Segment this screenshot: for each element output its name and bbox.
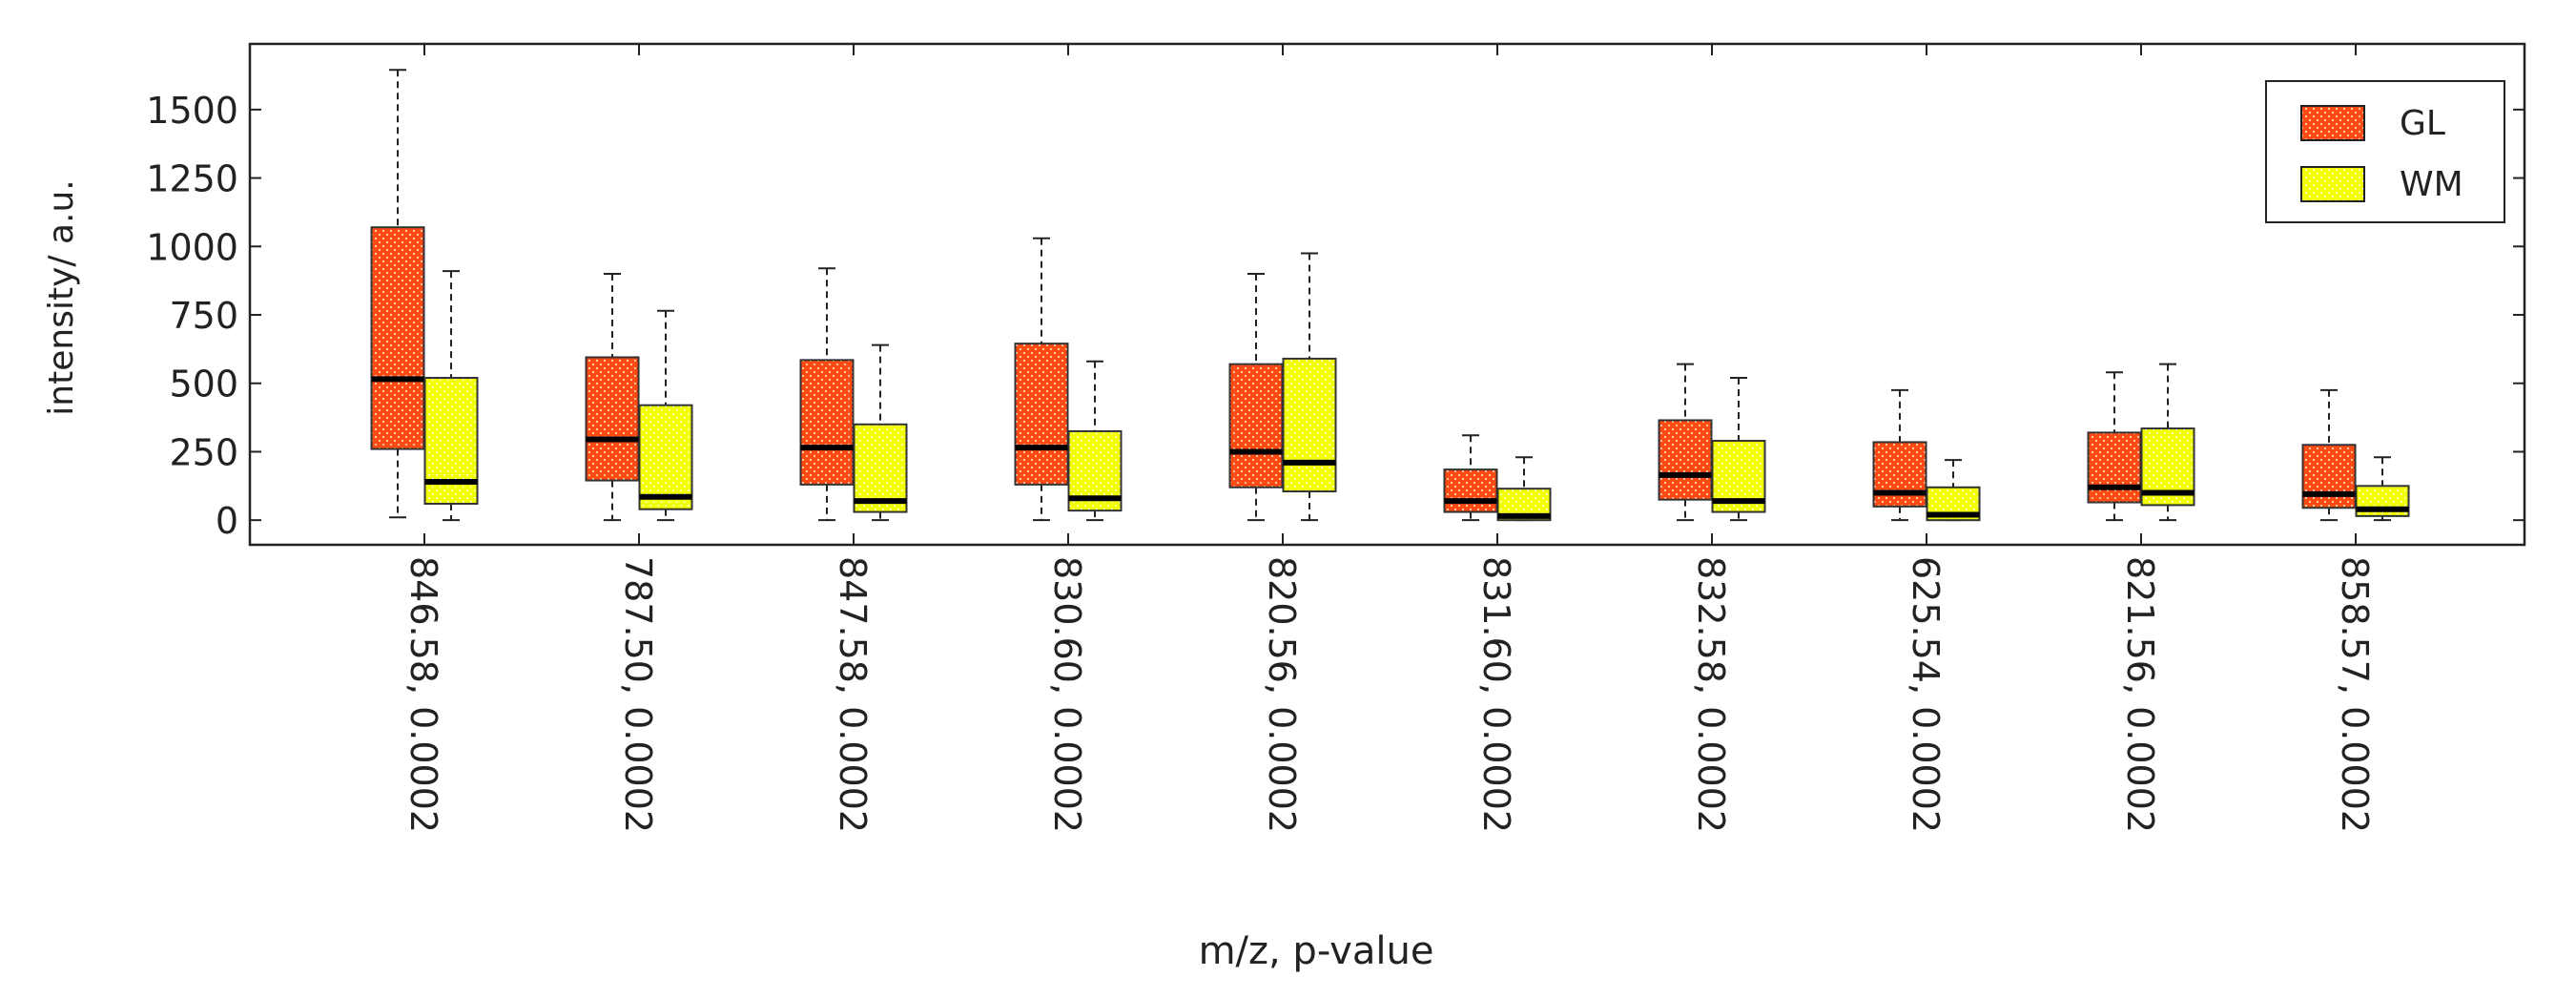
y-tick-label: 1000 [146, 226, 238, 268]
x-tick-label: 847.58, 0.0002 [832, 556, 874, 833]
x-tick-label: 831.60, 0.0002 [1475, 556, 1517, 833]
box-gl [585, 356, 640, 482]
y-axis-label: intensity/ a.u. [42, 179, 81, 415]
x-tick-label: 625.54, 0.0002 [1905, 556, 1947, 833]
box-wm [638, 404, 693, 510]
box-gl [1872, 441, 1927, 508]
legend-swatch-gl [2300, 105, 2365, 141]
plot-frame [248, 42, 2526, 547]
box-gl [1658, 419, 1713, 501]
legend-swatch-wm [2300, 166, 2365, 202]
box-wm [423, 377, 479, 505]
x-tick-label: 820.56, 0.0002 [1261, 556, 1303, 833]
x-tick-label: 821.56, 0.0002 [2119, 556, 2161, 833]
y-tick-label: 1500 [146, 90, 238, 132]
box-gl [1443, 468, 1498, 513]
legend-label-wm: WM [2400, 165, 2463, 204]
box-gl [1014, 343, 1069, 486]
y-tick-label: 250 [169, 431, 238, 473]
box-gl [2087, 431, 2142, 504]
y-tick-label: 500 [169, 364, 238, 405]
box-gl [1228, 363, 1284, 489]
x-tick-label: 787.50, 0.0002 [617, 556, 659, 833]
x-tick-label: 858.57, 0.0002 [2334, 556, 2376, 833]
x-tick-label: 830.60, 0.0002 [1046, 556, 1088, 833]
plot-marks: 0 250 500 750 1000 1250 1500 846.58, 0.0002 787.… [146, 44, 2524, 833]
box-wm [853, 423, 908, 513]
box-gl [799, 359, 855, 486]
legend-label-gl: GL [2400, 104, 2445, 143]
x-tick-label: 832.58, 0.0002 [1690, 556, 1732, 833]
box-gl [370, 226, 425, 450]
legend: GL WM [2265, 80, 2505, 223]
y-tick-label: 750 [169, 295, 238, 337]
x-tick-label: 846.58, 0.0002 [402, 556, 444, 833]
y-tick-label: 0 [216, 500, 238, 542]
y-tick-label: 1250 [146, 158, 238, 200]
box-gl [2301, 444, 2357, 509]
box-wm [1282, 357, 1337, 493]
x-axis-label: m/z, p-value [1199, 929, 1434, 973]
